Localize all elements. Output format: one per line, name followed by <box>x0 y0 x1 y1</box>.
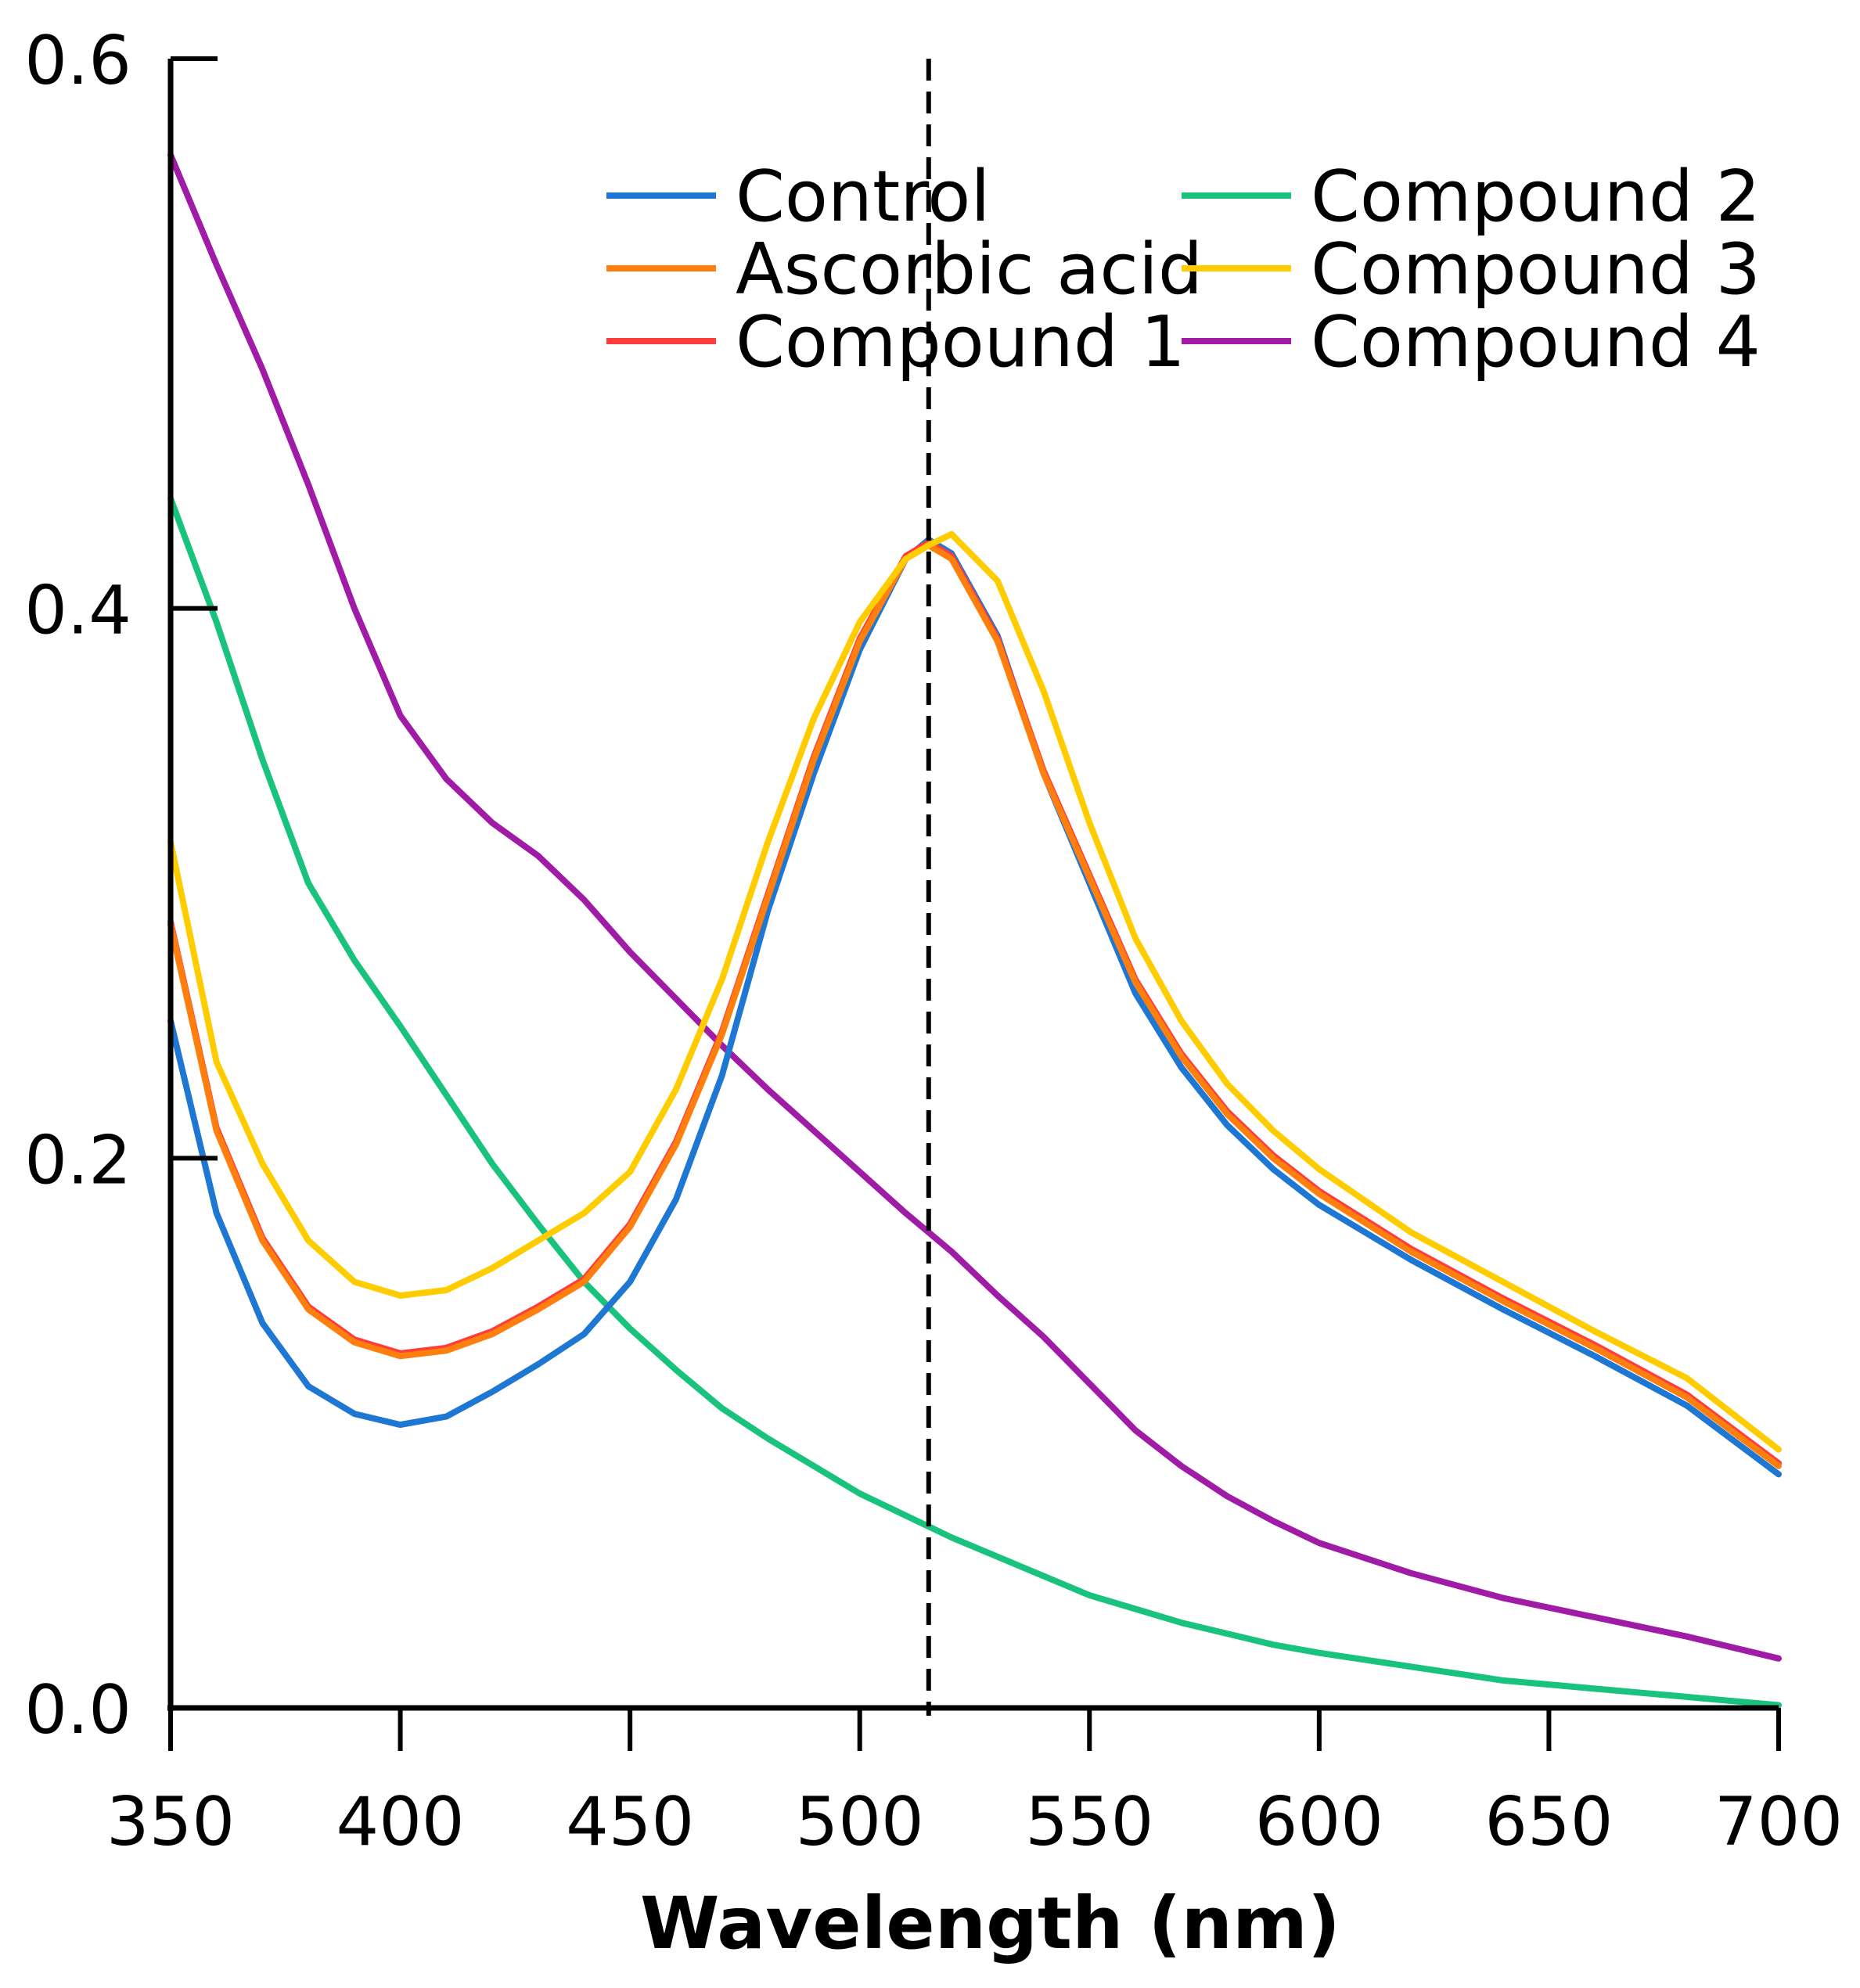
series-layer <box>167 152 1782 1709</box>
y-tick-label: 0.4 <box>24 572 131 650</box>
x-tick-label: 550 <box>1025 1783 1153 1861</box>
x-ticks: 350 400 450 500 550 600 650 700 <box>106 1708 1843 1861</box>
series-line-control <box>167 536 1782 1478</box>
series-line-compound-3 <box>167 530 1782 1453</box>
series-line-compound-4 <box>167 152 1782 1662</box>
y-tick-label: 0.2 <box>24 1121 131 1199</box>
x-axis-title: Wavelength (nm) <box>640 1882 1340 1965</box>
x-tick-label: 500 <box>796 1783 924 1861</box>
legend-label: Control <box>736 156 990 238</box>
series-line-compound-2 <box>167 495 1782 1709</box>
axes-layer <box>167 59 1779 1711</box>
x-tick-label: 350 <box>106 1783 235 1861</box>
legend-label: Compound 1 <box>736 301 1185 383</box>
legend-label: Ascorbic acid <box>736 228 1203 311</box>
x-tick-label: 450 <box>566 1783 694 1861</box>
y-tick-label: 0.6 <box>24 22 131 100</box>
legend-label: Compound 4 <box>1311 301 1761 383</box>
series-line-ascorbic-acid <box>167 541 1782 1469</box>
x-tick-label: 650 <box>1484 1783 1613 1861</box>
x-tick-label: 600 <box>1255 1783 1383 1861</box>
x-tick-label: 400 <box>336 1783 464 1861</box>
legend-label: Compound 3 <box>1311 228 1761 311</box>
y-ticks: 0.0 0.2 0.4 0.6 <box>24 22 218 1749</box>
x-tick-label: 700 <box>1714 1783 1843 1861</box>
legend-label: Compound 2 <box>1311 156 1761 238</box>
y-tick-label: 0.0 <box>24 1671 131 1749</box>
